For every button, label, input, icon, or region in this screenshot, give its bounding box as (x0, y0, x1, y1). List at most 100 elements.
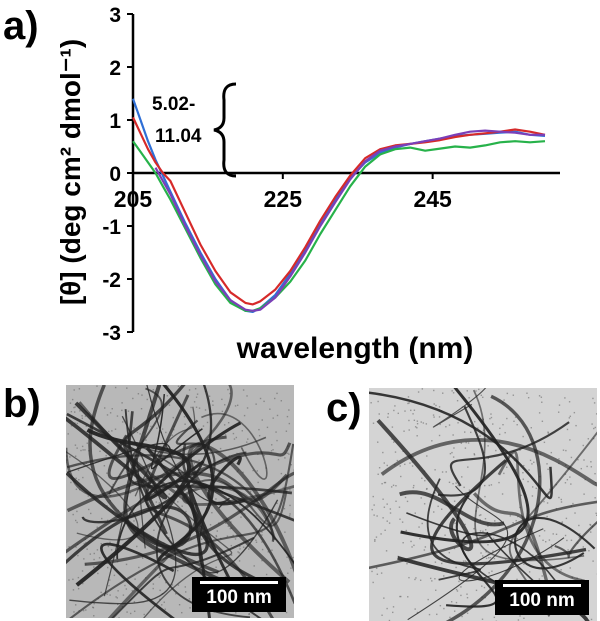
noise-speck (74, 455, 77, 457)
noise-speck (76, 447, 78, 449)
noise-speck (568, 417, 571, 419)
noise-speck (458, 580, 460, 583)
noise-speck (431, 580, 433, 582)
noise-speck (403, 430, 405, 432)
noise-speck (255, 403, 257, 405)
noise-speck (561, 521, 564, 523)
noise-speck (72, 589, 75, 591)
noise-speck (164, 608, 166, 610)
noise-speck (461, 476, 463, 478)
noise-speck (487, 457, 490, 460)
noise-speck (421, 388, 424, 390)
noise-speck (83, 558, 85, 560)
noise-speck (126, 387, 128, 389)
noise-speck (263, 454, 265, 457)
noise-speck (103, 465, 106, 467)
noise-speck (386, 464, 388, 467)
noise-speck (261, 534, 263, 536)
noise-speck (240, 516, 242, 518)
noise-speck (493, 616, 496, 619)
noise-speck (557, 411, 560, 413)
fibril (134, 406, 196, 497)
annotation: 5.02- 11.04 (152, 82, 237, 178)
noise-speck (467, 442, 470, 444)
noise-speck (489, 557, 492, 559)
noise-speck (583, 459, 585, 461)
noise-speck (382, 451, 384, 454)
noise-speck (142, 557, 144, 559)
noise-speck (81, 415, 83, 417)
noise-speck (374, 538, 376, 541)
noise-speck (550, 451, 553, 454)
scale-bar-b: 100 nm (192, 577, 286, 612)
noise-speck (84, 449, 86, 451)
noise-speck (404, 496, 407, 499)
noise-speck (462, 560, 465, 562)
noise-speck (466, 390, 468, 392)
noise-speck (232, 432, 235, 435)
noise-speck (480, 552, 482, 554)
noise-speck (460, 586, 462, 588)
noise-speck (413, 419, 416, 421)
noise-speck (186, 452, 189, 454)
noise-speck (455, 482, 457, 484)
noise-speck (564, 534, 567, 537)
noise-speck (285, 611, 288, 614)
noise-speck (111, 430, 113, 432)
fibril (84, 471, 294, 566)
noise-speck (482, 555, 484, 557)
noise-speck (445, 426, 447, 428)
noise-speck (76, 510, 78, 513)
noise-speck (527, 480, 529, 483)
noise-speck (290, 567, 292, 569)
noise-speck (90, 512, 92, 515)
noise-speck (413, 409, 416, 411)
noise-speck (132, 397, 134, 400)
noise-speck (423, 549, 426, 551)
fibril (407, 485, 509, 621)
x-tick-labels: 205 225 245 (114, 173, 452, 212)
noise-speck (566, 478, 569, 481)
noise-speck (75, 546, 77, 548)
noise-speck (593, 427, 595, 430)
noise-speck (420, 421, 422, 423)
noise-speck (107, 566, 109, 569)
noise-speck (238, 552, 240, 554)
noise-speck (188, 598, 191, 600)
noise-speck (566, 428, 569, 431)
noise-speck (106, 472, 108, 474)
noise-speck (451, 451, 453, 454)
noise-speck (212, 404, 214, 406)
noise-speck (238, 560, 241, 562)
noise-speck (386, 503, 388, 505)
noise-speck (140, 407, 143, 410)
noise-speck (440, 508, 443, 510)
noise-speck (546, 502, 549, 504)
noise-speck (190, 406, 192, 409)
noise-speck (261, 541, 263, 543)
noise-speck (105, 454, 107, 457)
noise-speck (558, 404, 561, 406)
noise-speck (287, 452, 289, 454)
noise-speck (96, 549, 99, 551)
noise-speck (546, 515, 548, 518)
noise-speck (186, 522, 189, 525)
noise-speck (552, 533, 554, 535)
noise-speck (412, 413, 414, 415)
noise-speck (399, 465, 401, 467)
noise-speck (565, 449, 567, 452)
noise-speck (381, 482, 383, 485)
noise-speck (416, 422, 419, 425)
noise-speck (424, 479, 426, 482)
noise-speck (408, 576, 410, 579)
fibril (123, 385, 276, 608)
series-line-3 (132, 140, 546, 312)
noise-speck (82, 464, 85, 466)
noise-speck (126, 611, 128, 613)
cd-spectrum-chart: 3 2 1 0 -1 -2 -3 205 225 245 5.02- 11.04 wavelen… (55, 4, 560, 365)
noise-speck (503, 399, 505, 401)
noise-speck (456, 590, 459, 592)
noise-speck (515, 469, 517, 471)
noise-speck (570, 456, 573, 459)
noise-speck (400, 595, 402, 598)
